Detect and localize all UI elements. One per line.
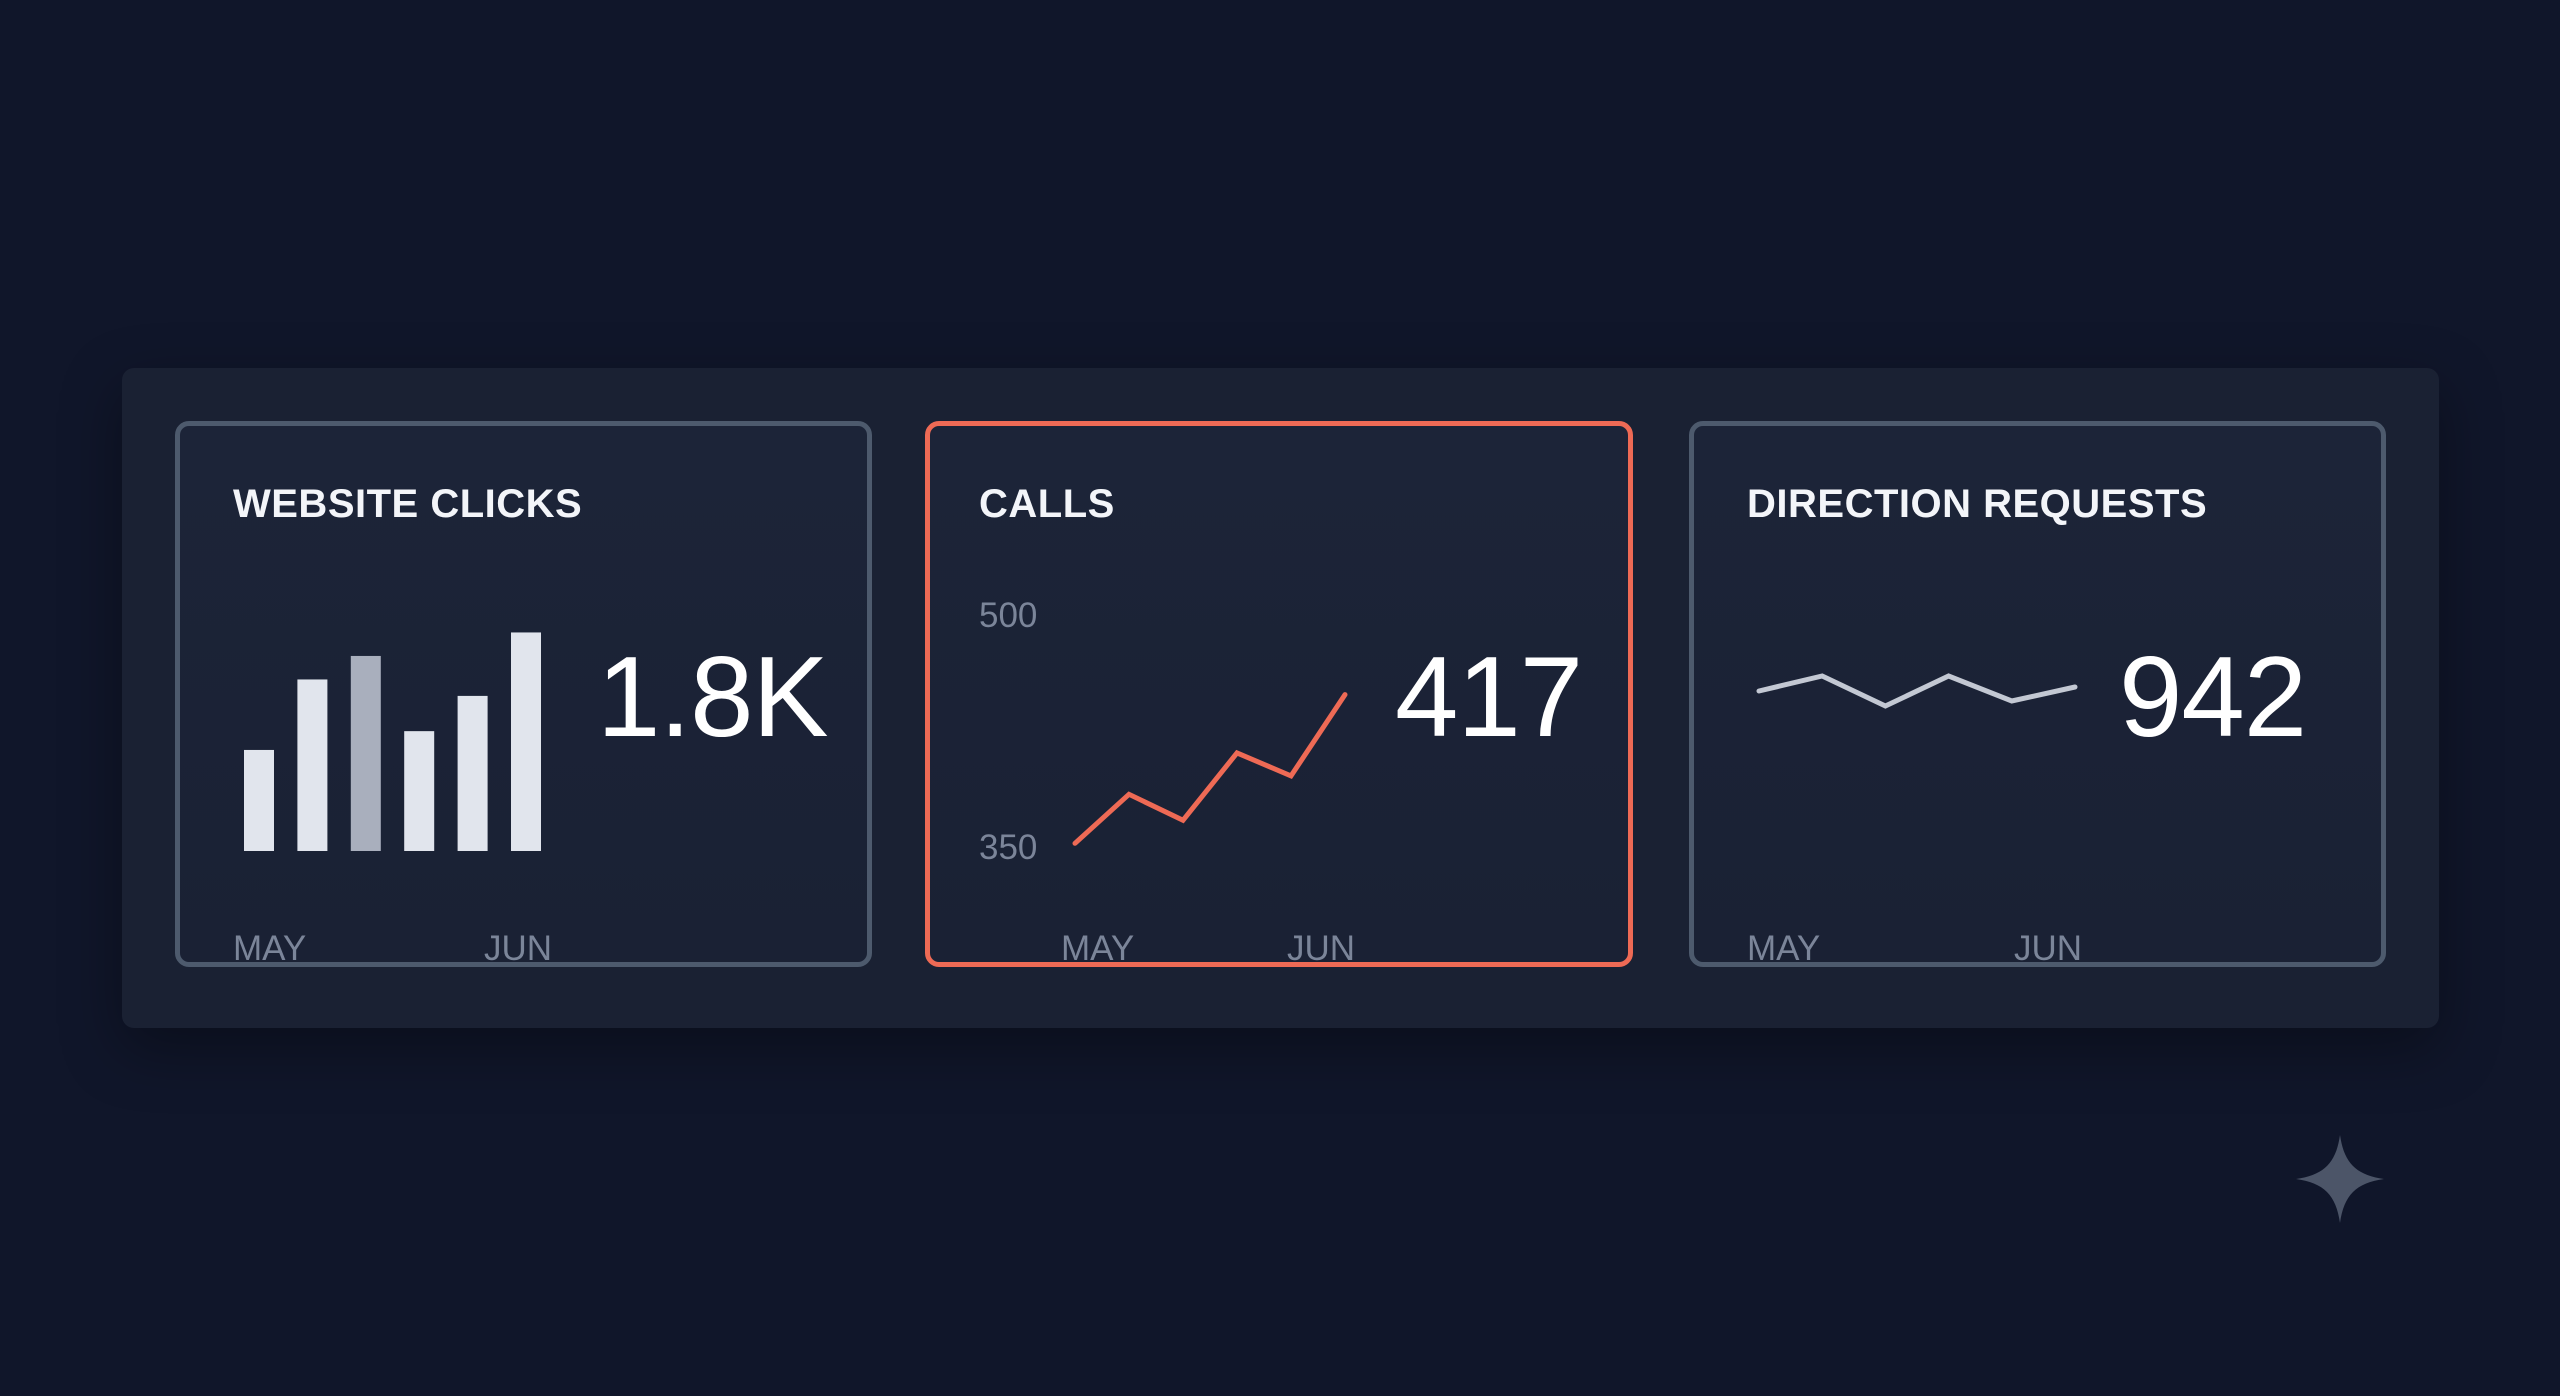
card-title: DIRECTION REQUESTS: [1747, 482, 2208, 526]
bar: [404, 731, 435, 851]
x-tick-label: MAY: [1747, 929, 1821, 968]
metrics-panel: WEBSITE CLICKS MAY JUN 1.8K CALLS 500 35…: [122, 368, 2439, 1028]
bar: [457, 695, 488, 851]
bar: [511, 632, 541, 851]
bar: [244, 749, 274, 851]
website-clicks-bar-chart: [244, 632, 541, 851]
direction-requests-card[interactable]: DIRECTION REQUESTS MAY JUN 942: [1689, 421, 2386, 968]
series-line: [1756, 673, 2078, 709]
y-tick-label-top: 500: [979, 596, 1038, 635]
calls-line-chart: [1072, 692, 1348, 846]
website-clicks-card[interactable]: WEBSITE CLICKS MAY JUN 1.8K: [175, 421, 872, 968]
series-line: [1072, 692, 1348, 846]
card-title: WEBSITE CLICKS: [233, 482, 583, 526]
x-tick-label: MAY: [1061, 929, 1135, 968]
calls-card[interactable]: CALLS 500 350 MAY JUN 417: [925, 421, 1633, 968]
sparkle-icon: [2296, 1135, 2384, 1223]
calls-value: 417: [1395, 634, 1583, 761]
direction-requests-value: 942: [2119, 634, 2307, 761]
direction-requests-line-chart: [1756, 673, 2078, 709]
x-tick-label: JUN: [484, 929, 553, 968]
x-tick-label: JUN: [2014, 929, 2083, 968]
bar: [350, 655, 381, 851]
x-tick-label: MAY: [233, 929, 307, 968]
website-clicks-value: 1.8K: [597, 634, 829, 761]
card-title: CALLS: [979, 482, 1115, 526]
x-tick-label: JUN: [1287, 929, 1356, 968]
y-tick-label-bottom: 350: [979, 828, 1038, 867]
sparkle-shape: [2296, 1135, 2384, 1223]
bar: [297, 679, 328, 851]
